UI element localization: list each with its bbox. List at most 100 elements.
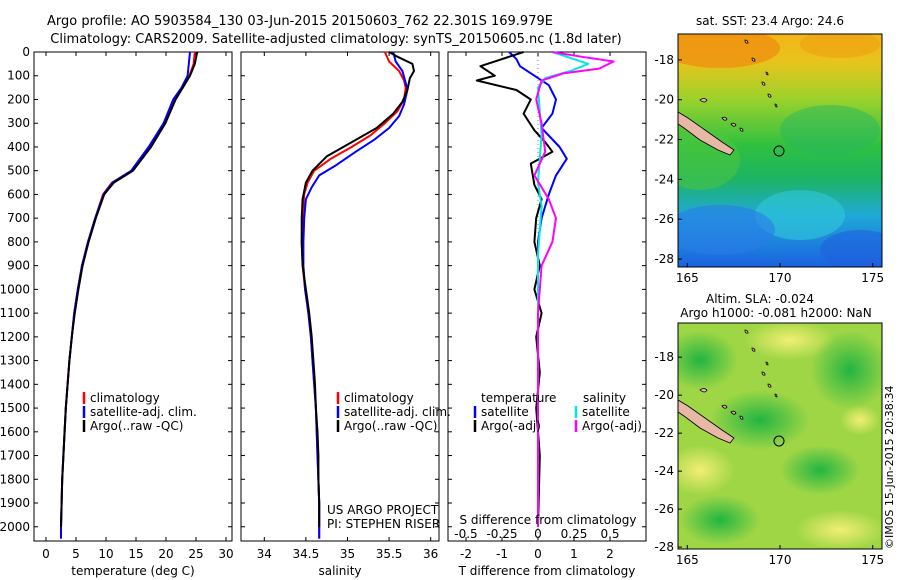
map-y-tick-label: -22 [654, 426, 674, 440]
x-tick-label: 34.5 [293, 547, 320, 561]
y-tick-label: 200 [7, 92, 30, 106]
x-tick-label: 35.5 [376, 547, 403, 561]
x-tick-label: -1 [496, 547, 508, 561]
temperature-xlabel: temperature (deg C) [71, 564, 194, 578]
map-y-tick-label: -18 [654, 53, 674, 67]
new-caledonia-shape [678, 399, 735, 444]
legend-s-satellite: satellite [582, 405, 630, 419]
sst-map [678, 34, 882, 267]
legend-t-satellite: satellite [481, 405, 529, 419]
y-tick-label: 100 [7, 69, 30, 83]
y-tick-label: 1300 [0, 354, 30, 368]
float-position-marker [773, 435, 785, 447]
s-tick-label: -0.5 [454, 527, 477, 541]
float-position-marker [773, 145, 785, 157]
map-y-tick-label: -20 [654, 388, 674, 402]
legend-argo: Argo(..raw -QC) [90, 419, 183, 433]
y-tick-label: 500 [7, 164, 30, 178]
x-tick-label: 36 [423, 547, 438, 561]
title-line-1: Argo profile: AO 5903584_130 03-Jun-2015… [47, 14, 553, 29]
salinity-legend: climatology satellite-adj. clim. Argo(..… [336, 391, 451, 433]
y-tick-label: 800 [7, 235, 30, 249]
s-tick-label: 0.25 [561, 527, 588, 541]
y-tick-label: 1600 [0, 425, 30, 439]
difference-top-xlabel: S difference from climatology [460, 513, 637, 527]
y-tick-label: 2000 [0, 520, 30, 534]
x-tick-label: 30 [218, 547, 233, 561]
map-y-tick-label: -18 [654, 350, 674, 364]
y-tick-label: 1500 [0, 401, 30, 415]
legend-argo: Argo(..raw -QC) [344, 419, 437, 433]
temperature-legend: climatology satellite-adj. clim. Argo(..… [82, 391, 197, 433]
map-y-tick-label: -28 [654, 540, 674, 554]
map-x-tick-label: 165 [676, 271, 699, 285]
legend-title-salinity: salinity [583, 391, 626, 405]
y-tick-label: 0 [22, 45, 30, 59]
series-line [60, 51, 196, 539]
title-line-2: Climatology: CARS2009. Satellite-adjuste… [50, 32, 622, 47]
y-tick-label: 600 [7, 187, 30, 201]
y-tick-label: 1800 [0, 472, 30, 486]
s-tick-label: -0.25 [486, 527, 517, 541]
x-tick-label: 1 [570, 547, 578, 561]
x-tick-label: 5 [72, 547, 80, 561]
map-x-tick-label: 165 [676, 553, 699, 567]
y-tick-label: 400 [7, 140, 30, 154]
new-caledonia-shape [678, 111, 735, 156]
sla-map-title-2: Argo h1000: -0.081 h2000: NaN [680, 306, 872, 320]
map-y-tick-label: -28 [654, 252, 674, 266]
credit-text: ©IMOS 15-Jun-2015 20:38:34 [883, 385, 896, 549]
x-tick-label: 35 [340, 547, 355, 561]
map-y-tick-label: -26 [654, 212, 674, 226]
x-tick-label: 25 [188, 547, 203, 561]
map-y-tick-label: -22 [654, 133, 674, 147]
y-tick-label: 1400 [0, 377, 30, 391]
legend-s-argo: Argo(-adj) [582, 419, 642, 433]
map-x-tick-label: 175 [861, 553, 884, 567]
y-tick-label: 1700 [0, 449, 30, 463]
sla-map [678, 323, 882, 549]
series-line [60, 51, 199, 527]
y-tick-label: 700 [7, 211, 30, 225]
y-tick-label: 1000 [0, 282, 30, 296]
difference-xlabel: T difference from climatology [458, 564, 636, 578]
y-tick-label: 1100 [0, 306, 30, 320]
map-x-tick-label: 170 [769, 271, 792, 285]
y-tick-label: 900 [7, 259, 30, 273]
legend-climatology: climatology [90, 391, 160, 405]
island-shape [699, 39, 778, 132]
y-tick-label: 1900 [0, 496, 30, 510]
salinity-panel [240, 51, 440, 542]
legend-title-temperature: temperature [481, 391, 556, 405]
legend-climatology: climatology [344, 391, 414, 405]
x-tick-label: 15 [128, 547, 143, 561]
x-tick-label: 0 [42, 547, 50, 561]
salinity-xlabel: salinity [318, 564, 361, 578]
y-tick-label: 1200 [0, 330, 30, 344]
s-tick-label: 0.5 [600, 527, 619, 541]
legend-satellite-clim: satellite-adj. clim. [90, 405, 197, 419]
temperature-panel [33, 51, 233, 542]
pi-annotation: PI: STEPHEN RISER [327, 517, 440, 531]
x-tick-label: 10 [98, 547, 113, 561]
map-x-tick-label: 175 [861, 271, 884, 285]
difference-panel [447, 51, 647, 542]
island-shape [699, 329, 778, 420]
y-tick-label: 300 [7, 116, 30, 130]
series-line [475, 51, 554, 527]
legend-satellite-clim: satellite-adj. clim. [344, 405, 451, 419]
project-annotation: US ARGO PROJECT [327, 503, 439, 517]
sst-map-title: sat. SST: 23.4 Argo: 24.6 [696, 14, 844, 28]
difference-legend: temperature salinity satellite Argo(-adj… [473, 391, 642, 433]
series-line [300, 51, 415, 527]
legend-t-argo: Argo(-adj) [481, 419, 541, 433]
x-tick-label: 34 [257, 547, 272, 561]
x-tick-label: 20 [158, 547, 173, 561]
map-y-tick-label: -26 [654, 502, 674, 516]
x-tick-label: 2 [606, 547, 614, 561]
x-tick-label: 0 [534, 547, 542, 561]
map-y-tick-label: -24 [654, 464, 674, 478]
series-line [60, 51, 191, 539]
map-y-tick-label: -20 [654, 93, 674, 107]
